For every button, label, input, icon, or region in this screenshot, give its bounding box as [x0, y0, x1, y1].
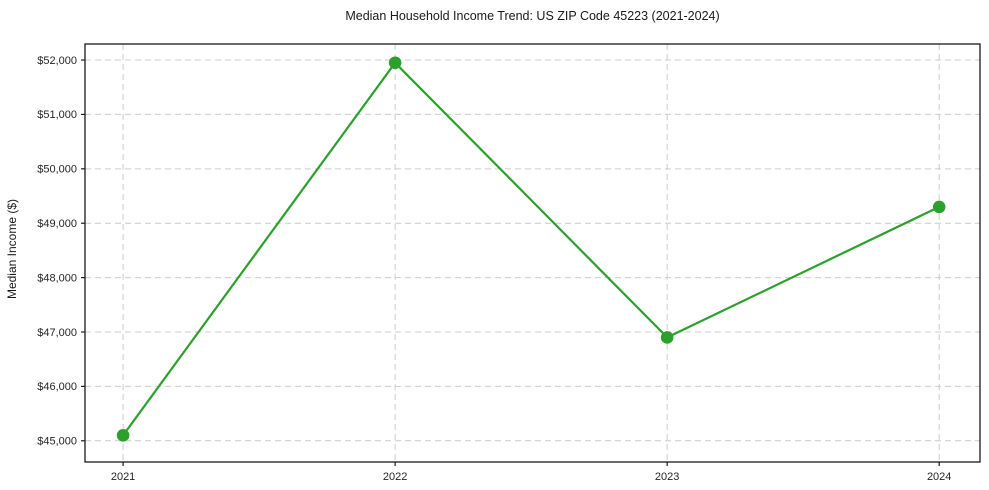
income-trend-line — [121, 61, 941, 437]
data-point-2022 — [388, 56, 402, 70]
chart-title: Median Household Income Trend: US ZIP Co… — [345, 9, 720, 23]
data-point-2021 — [116, 429, 130, 442]
y-axis-tick-label: $47,000 — [37, 327, 77, 339]
x-axis-tick-label: 2021 — [111, 471, 135, 483]
plot-border — [84, 43, 981, 463]
y-axis-tick-label: $51,000 — [37, 109, 77, 121]
y-axis-tick-label: $52,000 — [37, 55, 77, 67]
y-axis-tick-label: $46,000 — [37, 381, 77, 393]
y-axis-tick-label: $45,000 — [37, 436, 77, 448]
y-axis-tick-label: $49,000 — [37, 218, 77, 230]
data-point-2023 — [660, 331, 674, 344]
x-axis-tick-label: 2024 — [927, 471, 951, 483]
x-axis-tick-label: 2023 — [655, 471, 679, 483]
y-axis-tick-label: $50,000 — [37, 164, 77, 176]
y-axis-tick-label: $48,000 — [37, 272, 77, 284]
data-point-2024 — [932, 200, 946, 214]
x-axis-tick-label: 2022 — [383, 471, 407, 483]
